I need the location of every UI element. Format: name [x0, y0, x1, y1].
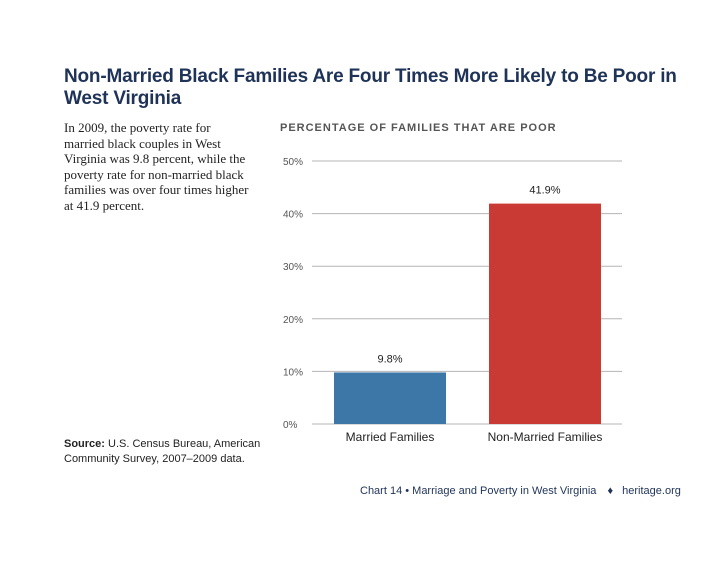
y-tick-label: 30% [283, 262, 303, 273]
y-tick-label: 40% [283, 210, 303, 221]
data-label: 9.8% [377, 353, 402, 365]
chart-caption: Chart 14 • Marriage and Poverty in West … [360, 485, 597, 497]
chart-description: In 2009, the poverty rate for married bl… [64, 120, 249, 213]
source-text: U.S. Census Bureau, American Community S… [64, 438, 261, 465]
y-tick-label: 10% [283, 367, 303, 378]
y-tick-label: 50% [283, 157, 303, 168]
source-note: Source: U.S. Census Bureau, American Com… [64, 437, 264, 467]
source-label: Source: [64, 438, 105, 450]
bar [489, 203, 601, 424]
x-tick-label: Married Families [346, 430, 435, 444]
bar [334, 372, 446, 424]
page-title: Non-Married Black Families Are Four Time… [64, 66, 677, 109]
data-label: 41.9% [529, 185, 560, 197]
site-link[interactable]: heritage.org [622, 485, 681, 497]
x-tick-label: Non-Married Families [488, 430, 603, 444]
liberty-bell-icon: ♦ [607, 485, 614, 497]
footer: Chart 14 • Marriage and Poverty in West … [360, 485, 681, 497]
y-tick-label: 20% [283, 315, 303, 326]
y-tick-label: 0% [283, 420, 298, 431]
chart-title: PERCENTAGE OF FAMILIES THAT ARE POOR [280, 122, 557, 134]
